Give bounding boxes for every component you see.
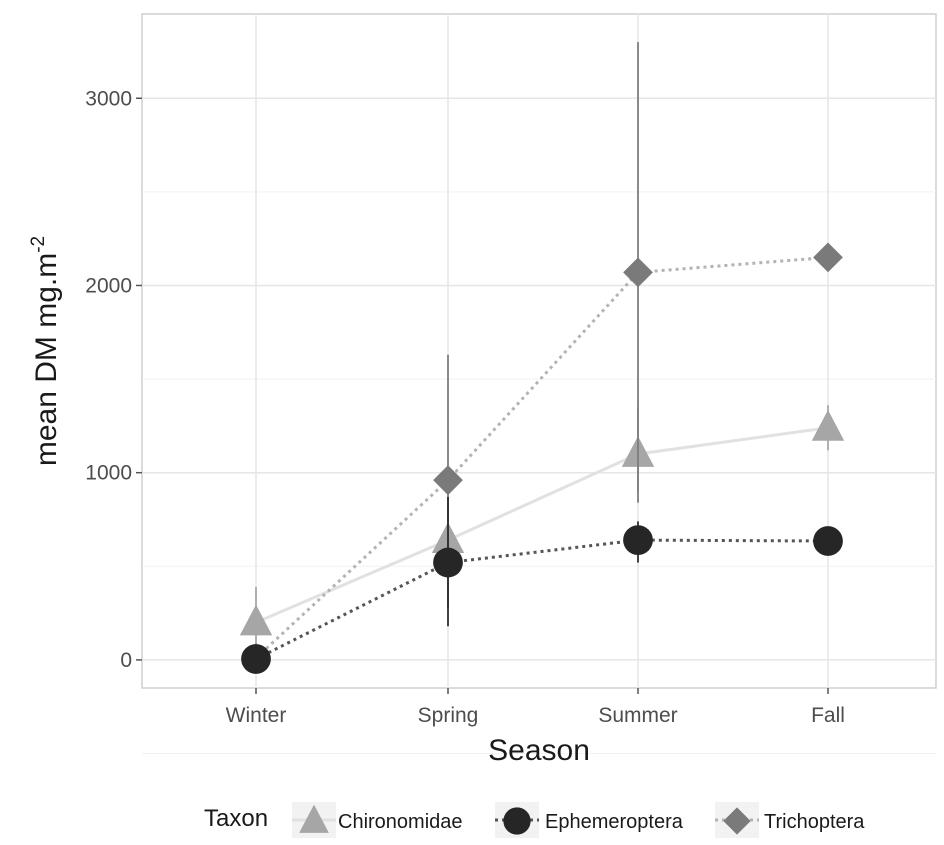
data-point (433, 465, 463, 496)
series-line (255, 426, 829, 624)
legend-key-marker (299, 804, 329, 833)
x-tick-label: Spring (418, 704, 479, 727)
y-axis-title-superscript: -2 (28, 236, 49, 253)
data-point (813, 242, 843, 273)
legend-key-marker (723, 807, 751, 835)
series-line (255, 538, 829, 661)
axis-layer: 0 1000 2000 3000 Winter Spring Summer Fall (85, 87, 845, 727)
series-ephemeroptera (241, 497, 843, 674)
legend-key-chironomidae (292, 802, 336, 838)
y-tick-label: 1000 (85, 462, 132, 485)
y-axis-title: mean DM mg.m-2 (28, 236, 63, 466)
x-tick-label: Summer (598, 704, 677, 727)
legend-key-marker (503, 807, 531, 835)
y-tick-label: 3000 (85, 87, 132, 110)
x-tick-label: Winter (226, 704, 287, 727)
legend-title: Taxon (204, 805, 268, 832)
data-point (239, 604, 273, 636)
plot-panel (141, 13, 937, 689)
y-tick-label: 2000 (85, 274, 132, 297)
y-axis-title-main: mean DM mg.m (30, 253, 63, 466)
y-tick-label: 0 (120, 649, 132, 672)
series-layer (239, 42, 845, 674)
data-point (623, 257, 653, 288)
series-line (254, 255, 829, 660)
legend-label: Ephemeroptera (545, 811, 684, 833)
data-point (813, 526, 843, 556)
data-point (623, 525, 653, 555)
data-point (811, 409, 845, 441)
legend-key-trichoptera (715, 802, 759, 838)
data-point (241, 644, 271, 674)
data-point (433, 547, 463, 578)
legend-key-ephemeroptera (495, 802, 539, 838)
legend: Taxon Chironomidae Ephemeroptera Trichopte… (204, 802, 865, 838)
x-tick-label: Fall (811, 704, 845, 727)
legend-label: Trichoptera (764, 811, 865, 833)
legend-label: Chironomidae (338, 811, 463, 833)
x-axis-title: Season (488, 734, 590, 767)
